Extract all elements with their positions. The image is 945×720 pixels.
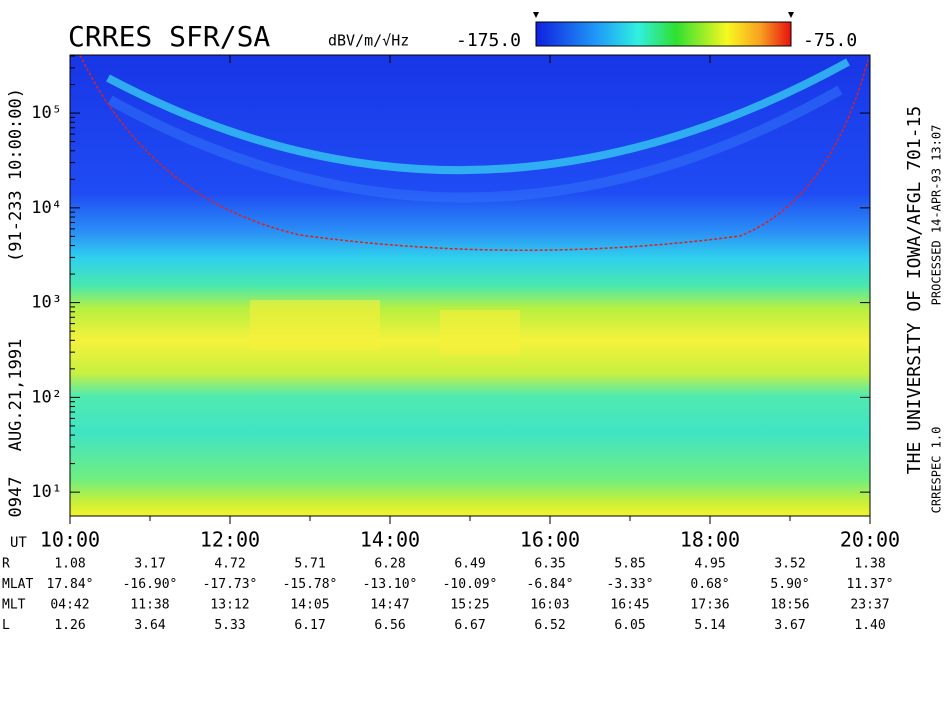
y-tick-label: 10⁵ — [31, 103, 62, 123]
ephemeris-value: 5.71 — [294, 557, 325, 572]
ephemeris-value: -3.33° — [607, 577, 654, 592]
ephemeris-value: 11.37° — [847, 577, 894, 592]
ephemeris-value: 1.08 — [54, 557, 85, 572]
right-small-label: CRRESPEC 1.0 — [930, 427, 944, 514]
ephemeris-value: 18:56 — [770, 598, 809, 613]
ephemeris-value: 17:36 — [690, 598, 729, 613]
x-tick-label: 14:00 — [360, 528, 420, 552]
x-tick-label: 16:00 — [520, 528, 580, 552]
ephemeris-value: 6.17 — [294, 618, 325, 633]
ephemeris-label: MLT — [2, 598, 26, 613]
ephemeris-value: 4.72 — [214, 557, 245, 572]
ephemeris-value: 6.35 — [534, 557, 565, 572]
ephemeris-value: 5.90° — [770, 577, 809, 592]
colorbar-marker — [533, 12, 539, 18]
ephemeris-value: 14:05 — [290, 598, 329, 613]
colorbar-marker — [788, 12, 794, 18]
ephemeris-value: 3.52 — [774, 557, 805, 572]
spectrogram — [70, 54, 870, 516]
ephemeris-value: -17.73° — [203, 577, 258, 592]
ephemeris-value: 5.85 — [614, 557, 645, 572]
ephemeris-value: 16:03 — [530, 598, 569, 613]
ephemeris-label: R — [2, 557, 10, 572]
ephemeris-value: 13:12 — [210, 598, 249, 613]
ephemeris-value: 5.14 — [694, 618, 725, 633]
ephemeris-value: -6.84° — [527, 577, 574, 592]
emission-band — [107, 85, 843, 203]
cyclotron-curve — [79, 54, 869, 251]
ephemeris-value: 23:37 — [850, 598, 889, 613]
y-tick-label: 10³ — [31, 293, 62, 313]
ephemeris-value: 3.64 — [134, 618, 165, 633]
colorbar-tick-label: -75.0 — [803, 30, 857, 51]
colorbar-label: dBV/m/√Hz — [328, 32, 409, 50]
spectrogram-image — [70, 55, 870, 516]
emission-patch — [440, 310, 520, 355]
x-tick-label: 20:00 — [840, 528, 900, 552]
y-tick-label: 10² — [31, 387, 62, 407]
ephemeris-value: 1.40 — [854, 618, 885, 633]
ephemeris-value: 0.68° — [690, 577, 729, 592]
ephemeris-value: 6.56 — [374, 618, 405, 633]
chart-title: CRRES SFR/SA — [68, 20, 270, 53]
x-tick-label: 10:00 — [40, 528, 100, 552]
ephemeris-label: MLAT — [2, 577, 33, 592]
x-tick-label: 18:00 — [680, 528, 740, 552]
colorbar — [535, 21, 792, 47]
x-axis-label: UT — [10, 535, 27, 551]
left-label: (91-233 10:00:00) — [6, 88, 26, 262]
right-small-label: PROCESSED 14-APR-93 13:07 — [930, 125, 944, 306]
ephemeris-value: 16:45 — [610, 598, 649, 613]
ephemeris-value: 6.49 — [454, 557, 485, 572]
right-label: THE UNIVERSITY OF IOWA/AFGL 701-15 — [904, 106, 925, 474]
left-label: AUG.21,1991 — [6, 339, 26, 452]
ephemeris-value: 3.67 — [774, 618, 805, 633]
ephemeris-value: 6.67 — [454, 618, 485, 633]
ephemeris-label: L — [2, 618, 10, 633]
ephemeris-value: 1.26 — [54, 618, 85, 633]
ephemeris-value: 15:25 — [450, 598, 489, 613]
ephemeris-value: 5.33 — [214, 618, 245, 633]
y-tick-label: 10¹ — [31, 482, 62, 502]
emission-patch — [250, 300, 380, 350]
x-tick-label: 12:00 — [200, 528, 260, 552]
ephemeris-value: 17.84° — [47, 577, 94, 592]
emission-band — [106, 58, 850, 175]
ephemeris-value: -13.10° — [363, 577, 418, 592]
ephemeris-value: 11:38 — [130, 598, 169, 613]
ephemeris-value: 04:42 — [50, 598, 89, 613]
colorbar-tick-label: -175.0 — [456, 30, 521, 51]
ephemeris-value: -15.78° — [283, 577, 338, 592]
ephemeris-value: -16.90° — [123, 577, 178, 592]
ephemeris-value: 4.95 — [694, 557, 725, 572]
ephemeris-value: 6.28 — [374, 557, 405, 572]
ephemeris-value: 6.05 — [614, 618, 645, 633]
ephemeris-value: 1.38 — [854, 557, 885, 572]
ephemeris-value: 14:47 — [370, 598, 409, 613]
y-tick-label: 10⁴ — [31, 198, 62, 218]
ephemeris-value: 6.52 — [534, 618, 565, 633]
left-label: 0947 — [6, 477, 26, 518]
ephemeris-value: 3.17 — [134, 557, 165, 572]
ephemeris-value: -10.09° — [443, 577, 498, 592]
